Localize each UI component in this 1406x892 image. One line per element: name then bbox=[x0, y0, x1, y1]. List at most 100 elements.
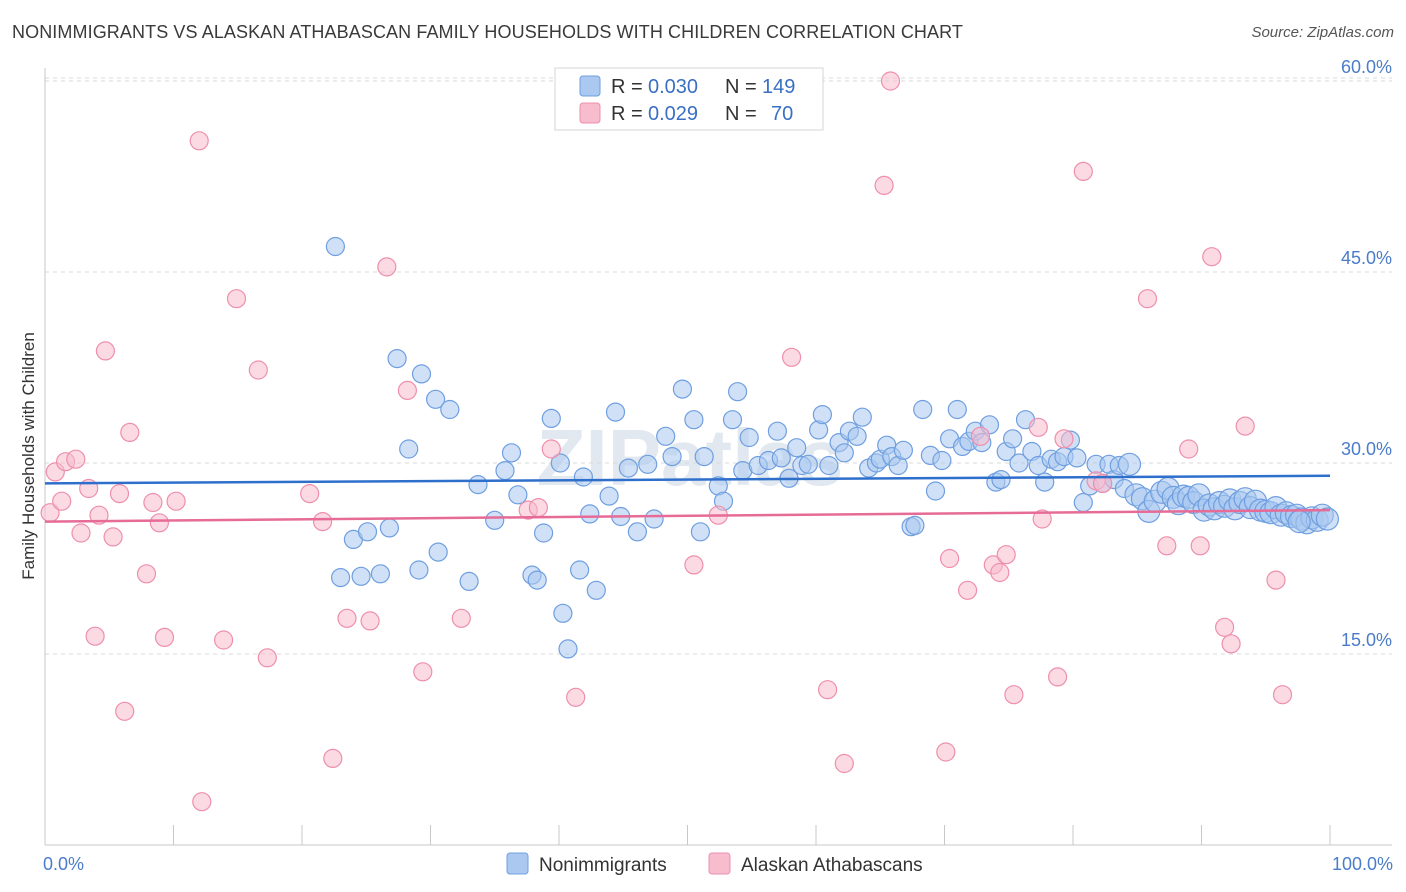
nonimmigrants-point bbox=[656, 426, 676, 446]
alaskan-athabascans-point bbox=[1054, 429, 1074, 449]
nonimmigrants-point bbox=[618, 458, 639, 478]
nonimmigrants-point bbox=[527, 570, 547, 590]
x-tick-label: 0.0% bbox=[43, 854, 84, 874]
nonimmigrants-point bbox=[1287, 509, 1311, 534]
nonimmigrants-point bbox=[812, 405, 833, 425]
nonimmigrants-point bbox=[459, 571, 479, 592]
alaskan-athabascans-point bbox=[1073, 161, 1093, 181]
source-label: Source: ZipAtlas.com bbox=[1251, 24, 1394, 41]
alaskan-athabascans-point bbox=[192, 792, 212, 812]
nonimmigrants-point bbox=[533, 523, 554, 543]
nonimmigrants-point bbox=[819, 455, 839, 476]
legend-n-label: N = bbox=[725, 103, 757, 125]
x-tick-label: 100.0% bbox=[1332, 854, 1393, 874]
alaskan-athabascans-point bbox=[1137, 289, 1158, 309]
nonimmigrants-point bbox=[1067, 448, 1087, 468]
alaskan-athabascans-point bbox=[85, 626, 105, 646]
nonimmigrants-point bbox=[501, 443, 522, 463]
alaskan-athabascans-point bbox=[360, 611, 380, 631]
legend-n-value: 70 bbox=[771, 103, 793, 125]
nonimmigrants-point bbox=[1009, 453, 1029, 473]
alaskan-athabascans-point bbox=[337, 608, 357, 628]
alaskan-athabascans-point bbox=[817, 680, 838, 700]
nonimmigrants-point bbox=[468, 475, 488, 495]
alaskan-athabascans-point bbox=[166, 491, 186, 511]
alaskan-athabascans-point bbox=[120, 422, 140, 442]
nonimmigrants-point bbox=[399, 439, 419, 459]
alaskan-athabascans-point bbox=[300, 484, 320, 504]
alaskan-athabascans-point bbox=[103, 527, 123, 547]
nonimmigrants-point bbox=[495, 461, 515, 481]
nonimmigrants-point bbox=[351, 566, 371, 586]
bottom-legend-swatch-blue bbox=[506, 852, 529, 875]
nonimmigrants-point bbox=[569, 560, 590, 580]
alaskan-athabascans-point bbox=[957, 580, 978, 600]
nonimmigrants-point bbox=[798, 454, 818, 474]
axes: 15.0% 30.0% 45.0% 60.0% 0.0% 100.0% bbox=[43, 57, 1393, 874]
bottom-legend-label: Alaskan Athabascans bbox=[741, 855, 923, 876]
alaskan-athabascans-point bbox=[377, 257, 397, 277]
y-tick-label: 45.0% bbox=[1341, 248, 1392, 268]
alaskan-athabascans-point bbox=[970, 426, 991, 446]
alaskan-athabascans-point bbox=[781, 347, 802, 367]
alaskan-athabascans-point bbox=[990, 562, 1010, 583]
nonimmigrants-point bbox=[787, 438, 807, 458]
nonimmigrants-point bbox=[411, 364, 432, 384]
nonimmigrants-point bbox=[684, 410, 704, 430]
bottom-legend-label: Nonimmigrants bbox=[539, 855, 667, 876]
legend-r-value: 0.029 bbox=[648, 103, 698, 125]
chart-title: NONIMMIGRANTS VS ALASKAN ATHABASCAN FAMI… bbox=[12, 22, 963, 42]
alaskan-athabascans-point bbox=[248, 360, 268, 380]
alaskan-athabascans-point bbox=[1092, 473, 1113, 493]
nonimmigrants-point bbox=[690, 522, 711, 542]
alaskan-athabascans-point bbox=[566, 687, 586, 707]
nonimmigrants-point bbox=[925, 481, 946, 501]
alaskan-athabascans-point bbox=[541, 439, 561, 459]
alaskan-athabascans-point bbox=[149, 513, 169, 533]
nonimmigrants-point bbox=[586, 580, 606, 600]
nonimmigrants-point bbox=[573, 467, 594, 487]
nonimmigrants-point bbox=[991, 470, 1011, 490]
data-points bbox=[40, 71, 1340, 812]
alaskan-athabascans-point bbox=[1047, 667, 1068, 687]
nonimmigrants-point bbox=[550, 453, 570, 473]
nonimmigrants-point bbox=[739, 427, 759, 448]
nonimmigrants-point bbox=[440, 399, 460, 420]
nonimmigrants-point bbox=[409, 560, 429, 580]
nonimmigrants-point bbox=[1035, 472, 1055, 492]
alaskan-athabascans-point bbox=[1235, 416, 1255, 436]
nonimmigrants-point bbox=[852, 407, 872, 427]
top-legend: R = 0.030 N = 149 R = 0.029 N = 70 bbox=[554, 67, 824, 131]
nonimmigrants-point bbox=[1315, 507, 1340, 531]
nonimmigrants-point bbox=[627, 522, 648, 542]
y-axis-label: Family Households with Children bbox=[19, 332, 38, 580]
trend-lines bbox=[44, 474, 1331, 523]
bottom-legend-swatch-pink bbox=[708, 852, 731, 875]
nonimmigrants-point bbox=[541, 408, 561, 428]
nonimmigrants-point bbox=[428, 542, 448, 562]
nonimmigrants-point bbox=[357, 522, 378, 542]
nonimmigrants-point bbox=[599, 486, 619, 506]
nonimmigrants-point bbox=[605, 402, 626, 422]
alaskan-athabascans-point bbox=[834, 753, 854, 774]
alaskan-athabascans-point bbox=[1032, 509, 1052, 529]
nonimmigrants-point bbox=[847, 426, 867, 446]
alaskan-athabascans-point bbox=[52, 491, 72, 511]
nonimmigrants-point bbox=[771, 448, 791, 468]
alaskan-athabascans-point bbox=[66, 449, 86, 469]
nonimmigrants-point bbox=[694, 447, 714, 467]
alaskan-athabascans-point bbox=[95, 341, 116, 361]
nonimmigrants-point bbox=[727, 382, 748, 402]
nonimmigrants-point bbox=[331, 567, 351, 588]
alaskan-athabascans-point bbox=[1202, 247, 1222, 267]
alaskan-athabascans-point bbox=[226, 289, 247, 309]
nonimmigrants-point bbox=[558, 639, 578, 659]
alaskan-athabascans-point bbox=[115, 701, 135, 721]
legend-swatch-pink bbox=[579, 102, 601, 124]
nonimmigrants-point bbox=[485, 510, 505, 530]
bottom-legend: Nonimmigrants Alaskan Athabascans bbox=[506, 852, 923, 876]
alaskan-athabascans-point bbox=[1004, 685, 1024, 705]
nonimmigrants-point bbox=[644, 509, 664, 529]
legend-r-label: R = bbox=[611, 103, 643, 125]
